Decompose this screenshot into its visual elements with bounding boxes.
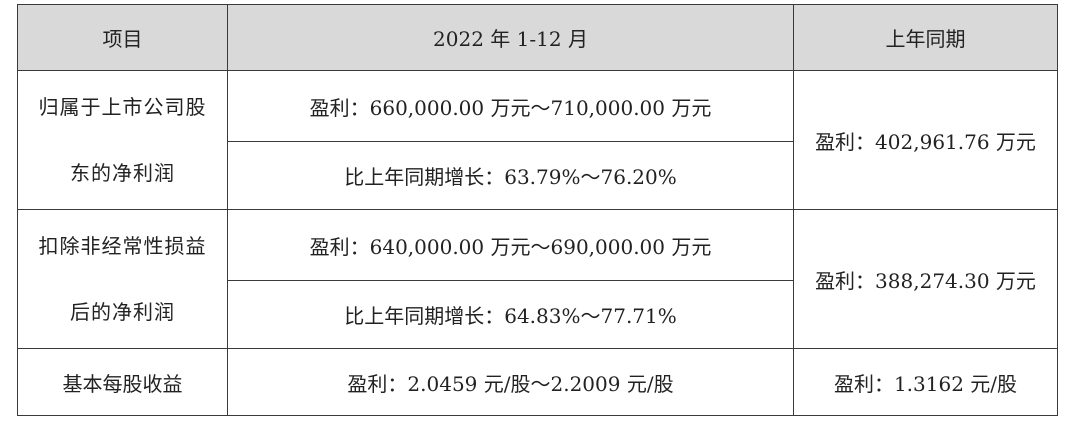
- header-item: 项目: [17, 4, 228, 71]
- table-row: 扣除非经常性损益 后的净利润 盈利：640,000.00 万元～690,000.…: [17, 209, 1058, 349]
- table-row: 归属于上市公司股 东的净利润 盈利：660,000.00 万元～710,000.…: [17, 70, 1058, 210]
- table-row: 基本每股收益 盈利：2.0459 元/股～2.2009 元/股 盈利：1.316…: [17, 348, 1058, 416]
- prior-value-cell: 盈利：402,961.76 万元: [793, 70, 1058, 210]
- estimate-cell: 盈利：660,000.00 万元～710,000.00 万元: [227, 70, 794, 142]
- header-prior-period: 上年同期: [793, 4, 1058, 71]
- prior-value-cell: 盈利：388,274.30 万元: [793, 209, 1058, 349]
- row-label-line: 归属于上市公司股: [38, 95, 207, 119]
- estimate-cell: 盈利：640,000.00 万元～690,000.00 万元: [227, 209, 794, 281]
- row-label-adjusted-net-profit: 扣除非经常性损益 后的净利润: [17, 209, 228, 349]
- table-row: 比上年同期增长：64.83%～77.71%: [18, 280, 1058, 349]
- earnings-forecast-table: 项目 2022 年 1-12 月 上年同期 归属于上市公司股 东的净利润 盈利：…: [17, 4, 1058, 416]
- row-label-line: 东的净利润: [70, 161, 175, 185]
- growth-cell: 比上年同期增长：63.79%～76.20%: [227, 141, 794, 210]
- row-label-line: 扣除非经常性损益: [38, 234, 207, 258]
- estimate-cell: 盈利：2.0459 元/股～2.2009 元/股: [227, 348, 794, 416]
- row-label-line: 后的净利润: [70, 300, 175, 324]
- row-label-net-profit: 归属于上市公司股 东的净利润: [17, 70, 228, 210]
- header-row: 项目 2022 年 1-12 月 上年同期: [17, 4, 1058, 71]
- growth-cell: 比上年同期增长：64.83%～77.71%: [227, 280, 794, 349]
- prior-value-cell: 盈利：1.3162 元/股: [793, 348, 1058, 416]
- table-row: 比上年同期增长：63.79%～76.20%: [18, 141, 1058, 210]
- header-period: 2022 年 1-12 月: [227, 4, 794, 71]
- row-label-eps: 基本每股收益: [17, 348, 228, 416]
